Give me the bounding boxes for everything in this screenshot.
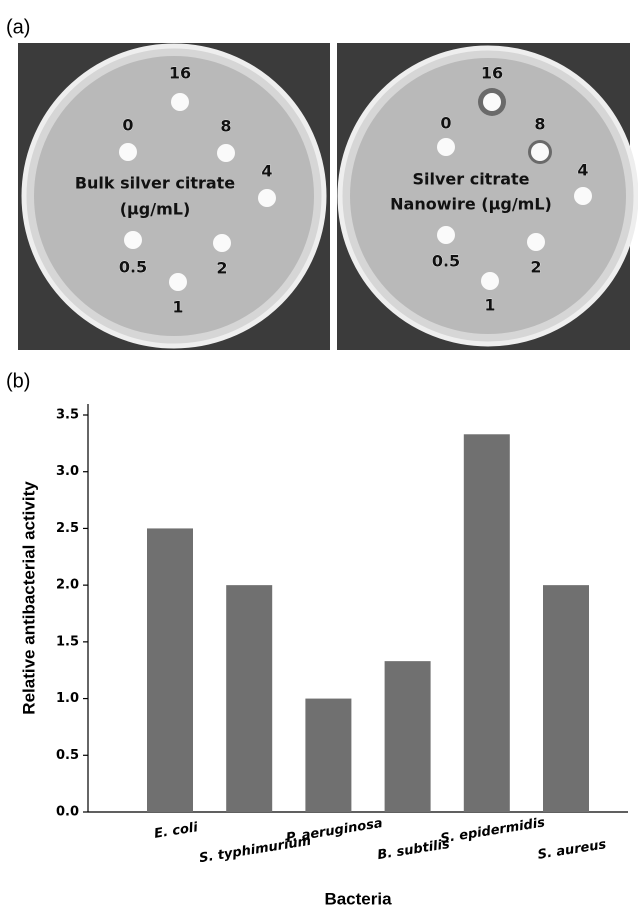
- y-tick-label: 0.0: [56, 805, 79, 820]
- dose-label: 2: [216, 259, 227, 278]
- x-tick-label: S. aureus: [537, 837, 608, 863]
- agar: [350, 58, 626, 334]
- disc: [437, 138, 455, 156]
- dose-label: 8: [220, 117, 231, 136]
- dose-label: 16: [481, 64, 503, 83]
- y-axis-title: Relative antibacterial activity: [19, 481, 38, 715]
- dose-label: 0: [440, 114, 451, 133]
- disc: [169, 273, 187, 291]
- y-tick-label: 0.5: [56, 748, 79, 763]
- bar: [147, 528, 193, 812]
- disc: [124, 231, 142, 249]
- x-axis-title: Bacteria: [324, 889, 392, 908]
- plate-caption: Nanowire (μg/mL): [390, 195, 552, 214]
- y-tick-label: 3.0: [56, 464, 79, 479]
- disc: [574, 187, 592, 205]
- y-tick-label: 1.0: [56, 691, 79, 706]
- y-tick-label: 2.0: [56, 578, 79, 593]
- x-tick-label: B. subtilis: [376, 837, 451, 863]
- dose-label: 2: [530, 258, 541, 277]
- dose-label: 8: [534, 115, 545, 134]
- y-tick-label: 2.5: [56, 521, 79, 536]
- x-tick-label: S. epidermidis: [440, 815, 547, 846]
- disc: [527, 233, 545, 251]
- plate-caption: Silver citrate: [412, 170, 529, 189]
- y-tick-label: 3.5: [56, 408, 79, 423]
- plate-caption: Bulk silver citrate: [75, 174, 235, 193]
- disc: [531, 143, 549, 161]
- disc: [258, 189, 276, 207]
- bar: [305, 698, 352, 812]
- dose-label: 0.5: [119, 258, 147, 277]
- dose-label: 4: [261, 162, 272, 181]
- panel-label: (a): [6, 16, 30, 38]
- agar: [34, 56, 314, 336]
- panel-label: (b): [6, 370, 30, 392]
- dose-label: 0: [122, 116, 133, 135]
- disc: [119, 143, 137, 161]
- dose-label: 16: [169, 64, 191, 83]
- disc: [217, 144, 235, 162]
- dose-label: 1: [172, 298, 183, 317]
- dose-label: 4: [577, 161, 588, 180]
- bar: [384, 661, 431, 812]
- plate-caption: (μg/mL): [120, 200, 191, 219]
- x-tick-label: E. coli: [153, 820, 199, 842]
- disc: [213, 234, 231, 252]
- dose-label: 1: [484, 296, 495, 315]
- disc: [171, 93, 189, 111]
- disc: [483, 93, 501, 111]
- x-tick-label: P. aeruginosa: [285, 816, 384, 846]
- dose-label: 0.5: [432, 252, 460, 271]
- disc: [481, 272, 499, 290]
- disc: [437, 226, 455, 244]
- bar: [226, 585, 273, 812]
- bar: [543, 585, 589, 812]
- bar: [463, 434, 510, 812]
- y-tick-label: 1.5: [56, 634, 79, 649]
